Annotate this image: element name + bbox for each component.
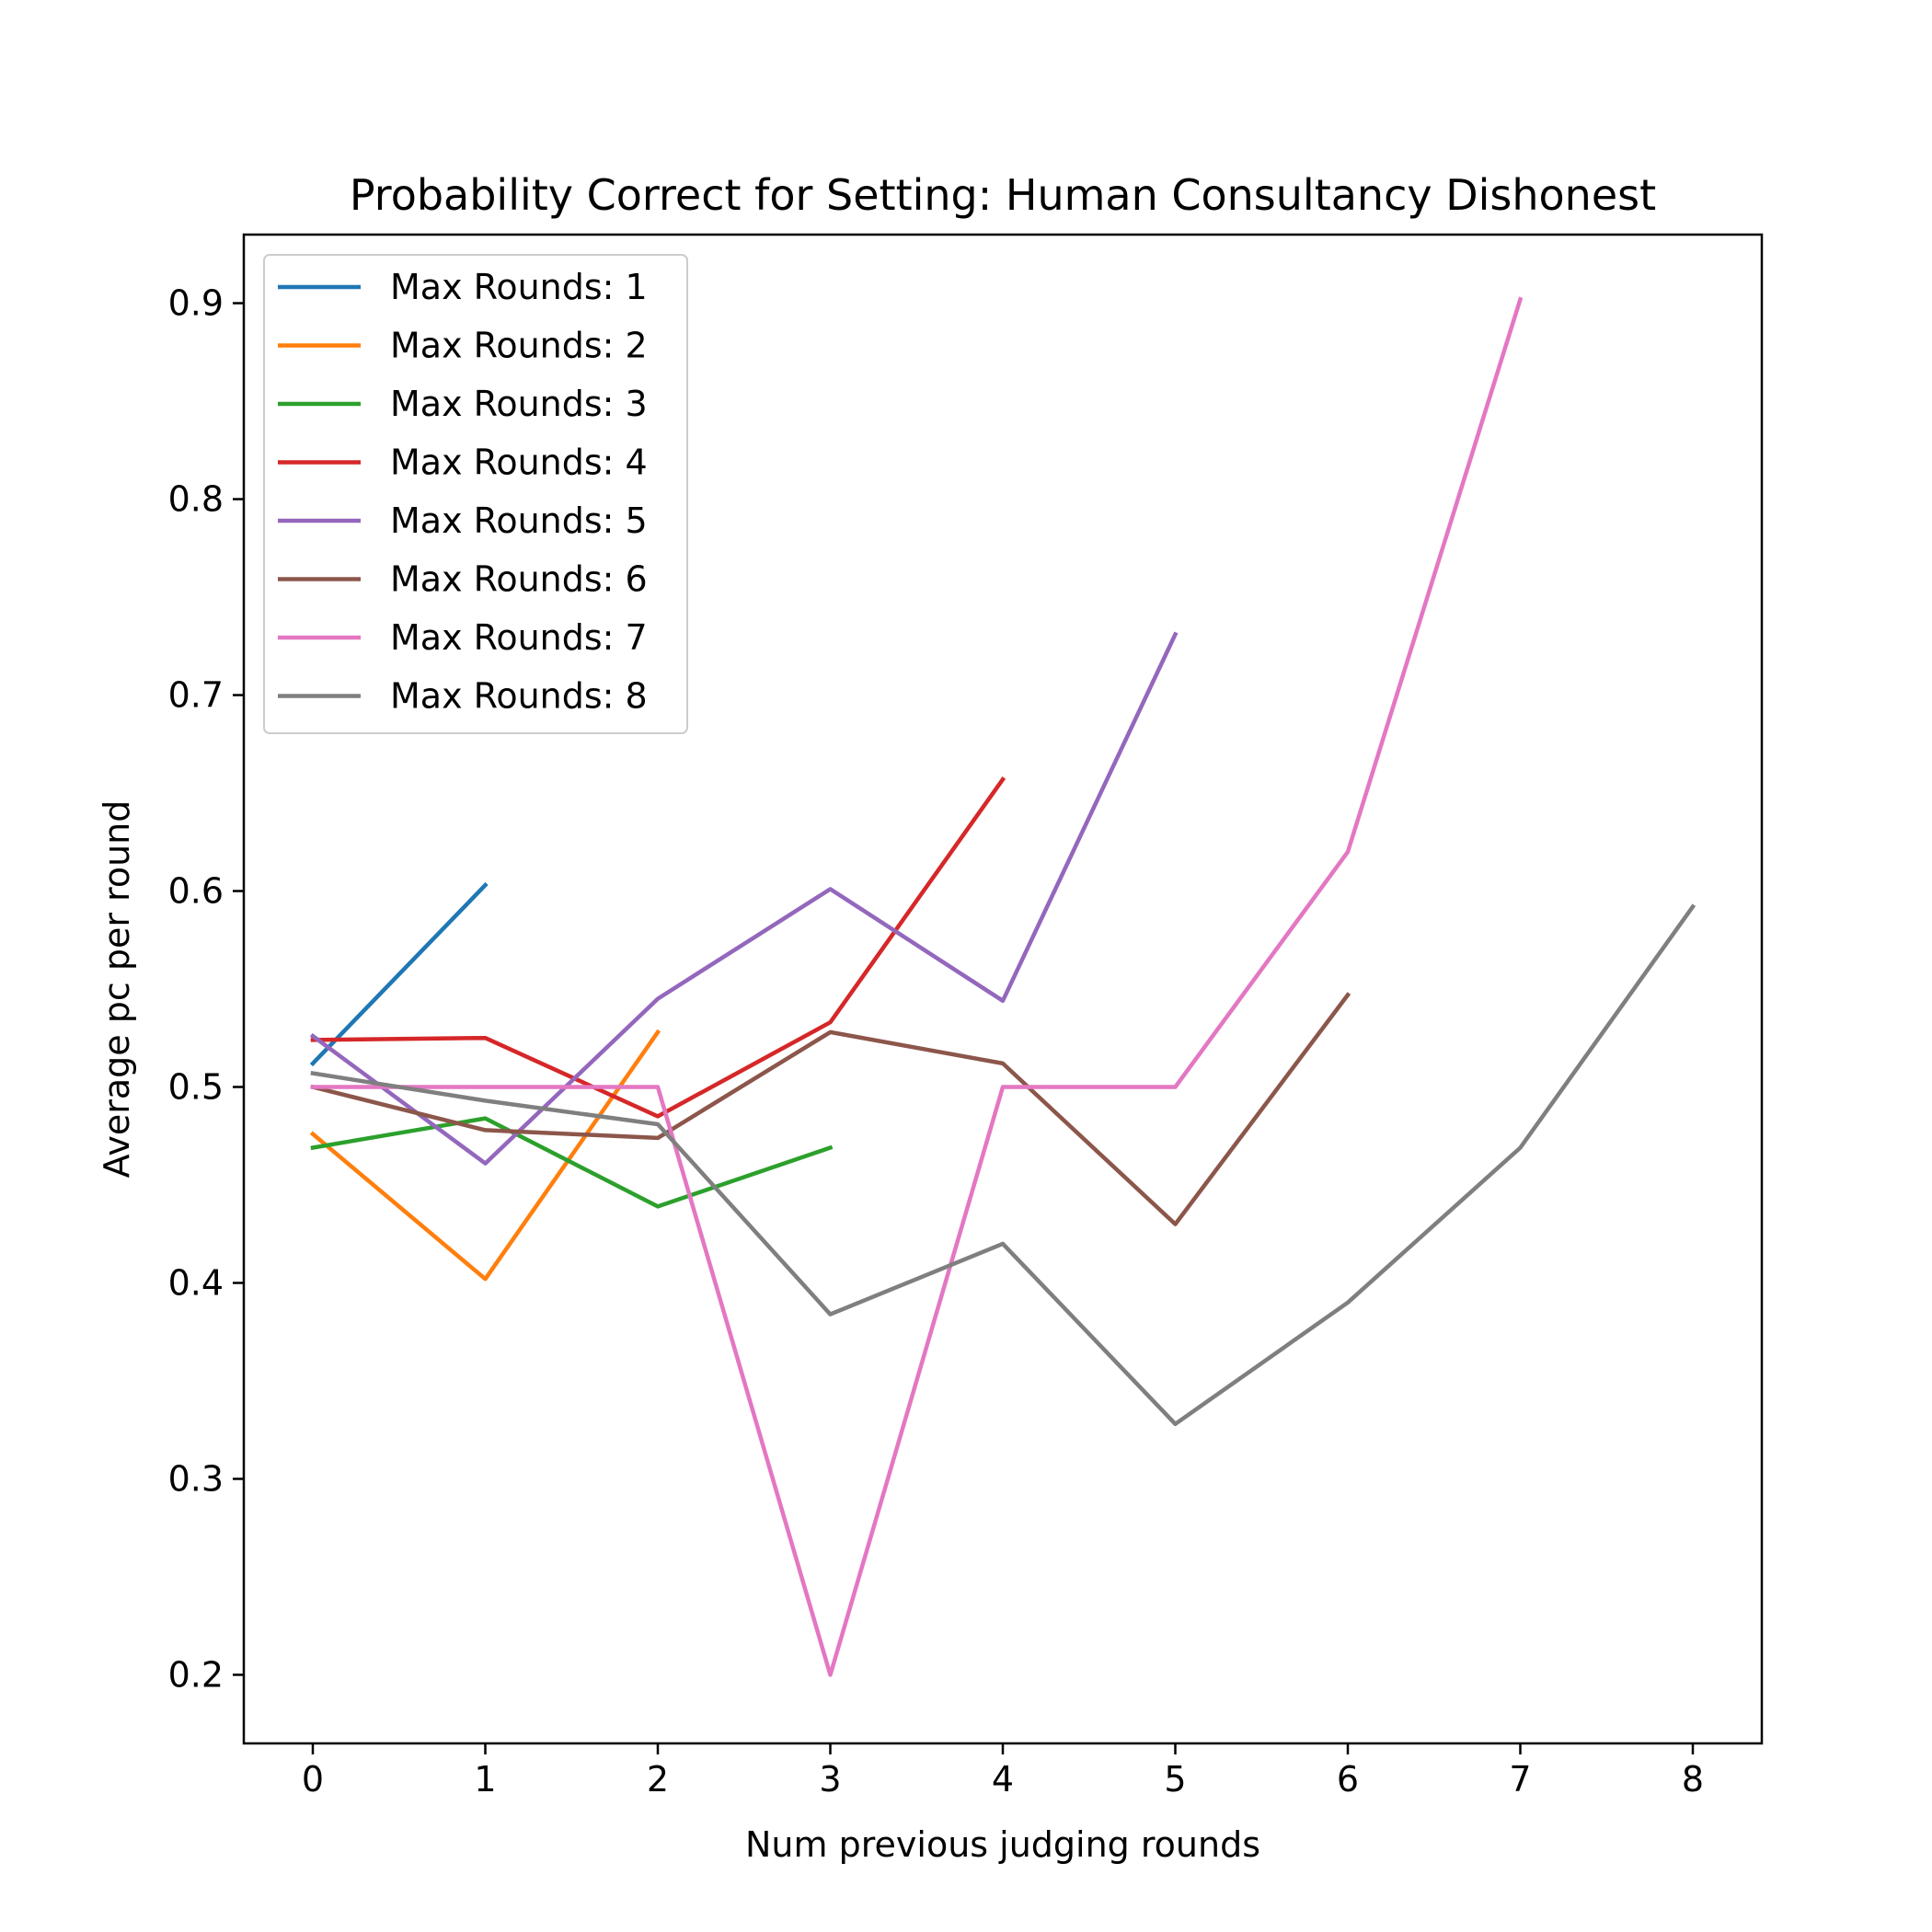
chart-title: Probability Correct for Setting: Human C… xyxy=(350,170,1656,220)
y-tick-label: 0.4 xyxy=(168,1262,224,1303)
series-line-5 xyxy=(309,631,1179,1166)
y-axis-ticks: 0.2 0.3 0.4 0.5 0.6 0.7 0.8 0.9 xyxy=(168,283,244,1695)
y-tick-label: 0.2 xyxy=(168,1654,224,1695)
legend: Max Rounds: 1 Max Rounds: 2 Max Rounds: 3 M… xyxy=(263,254,688,734)
x-tick-label: 1 xyxy=(474,1759,496,1800)
x-axis-ticks: 0 1 2 3 4 5 6 7 8 xyxy=(302,1743,1704,1800)
y-tick-label: 0.3 xyxy=(168,1458,224,1499)
x-axis-label: Num previous judging rounds xyxy=(745,1824,1260,1865)
series-line-2 xyxy=(309,1029,661,1282)
y-tick-label: 0.9 xyxy=(168,283,224,324)
legend-label-5: Max Rounds: 5 xyxy=(390,500,648,541)
series-line-1 xyxy=(309,881,489,1067)
x-tick-label: 2 xyxy=(647,1759,669,1800)
series-line-7 xyxy=(310,296,1524,1677)
legend-label-2: Max Rounds: 2 xyxy=(390,326,648,366)
x-tick-label: 3 xyxy=(819,1759,841,1800)
legend-label-8: Max Rounds: 8 xyxy=(390,676,648,717)
x-tick-label: 0 xyxy=(302,1759,324,1800)
y-tick-label: 0.6 xyxy=(168,871,224,912)
legend-label-6: Max Rounds: 6 xyxy=(390,559,648,600)
series-line-3 xyxy=(310,1116,834,1209)
legend-label-4: Max Rounds: 4 xyxy=(390,443,648,483)
series-line-8 xyxy=(310,903,1696,1427)
y-tick-label: 0.5 xyxy=(168,1066,224,1107)
x-tick-label: 5 xyxy=(1164,1759,1186,1800)
x-tick-label: 8 xyxy=(1682,1759,1704,1800)
legend-label-7: Max Rounds: 7 xyxy=(390,617,648,658)
y-axis-label: Average pc per round xyxy=(97,800,137,1179)
y-tick-label: 0.8 xyxy=(168,479,224,520)
x-tick-label: 7 xyxy=(1509,1759,1531,1800)
x-tick-label: 4 xyxy=(992,1759,1014,1800)
legend-label-1: Max Rounds: 1 xyxy=(390,267,648,307)
y-tick-label: 0.7 xyxy=(168,675,224,716)
legend-label-3: Max Rounds: 3 xyxy=(390,384,648,424)
series-line-4 xyxy=(310,776,1006,1119)
x-tick-label: 6 xyxy=(1337,1759,1359,1800)
legend-box xyxy=(263,254,688,734)
series-line-6 xyxy=(310,992,1351,1226)
plot-lines xyxy=(309,296,1696,1677)
